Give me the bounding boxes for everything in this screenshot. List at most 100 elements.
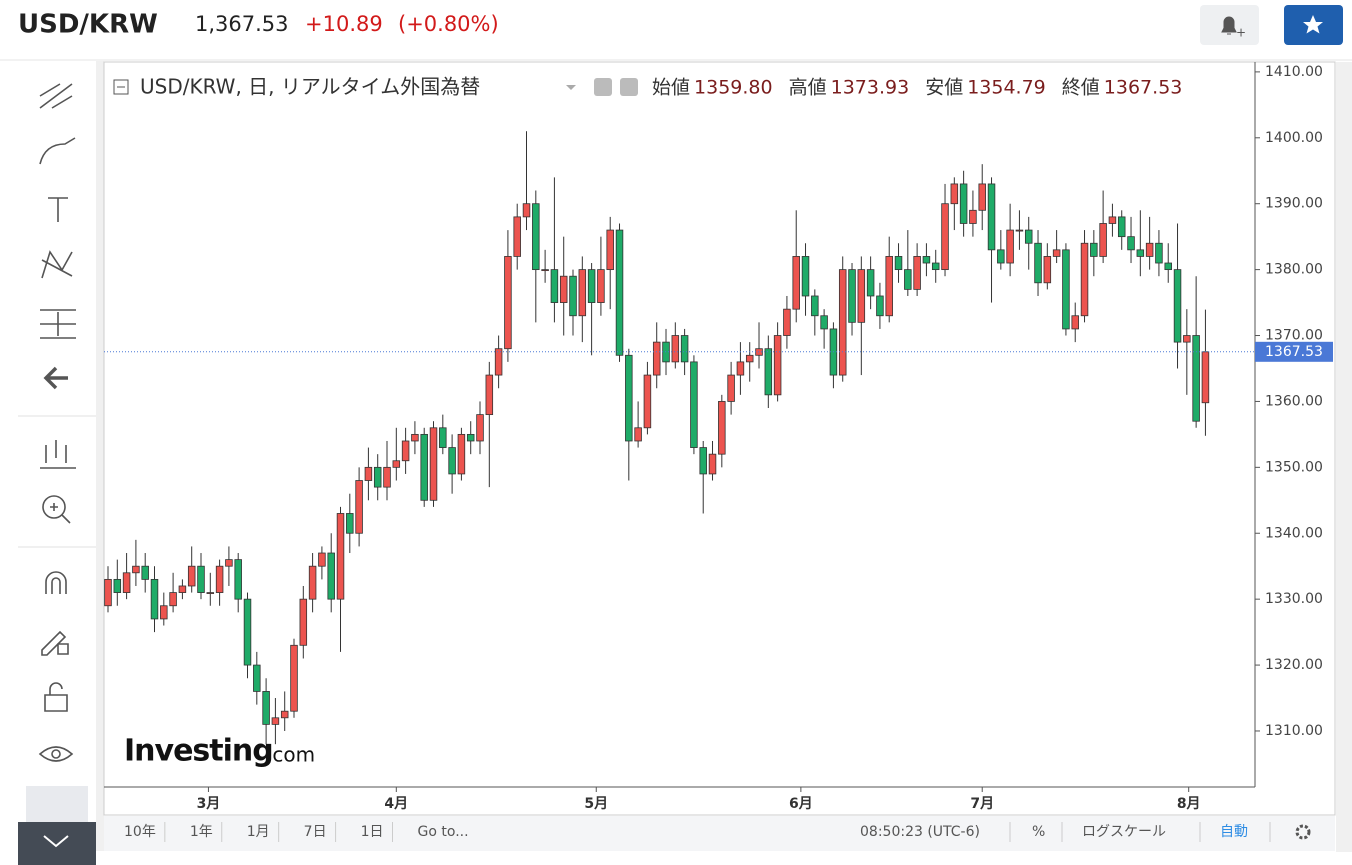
price: 1,367.53: [195, 12, 289, 36]
y-tick-label: 1370.00: [1265, 328, 1323, 344]
candle-body: [1006, 229, 1014, 264]
candle-body: [494, 348, 503, 376]
candle-body: [234, 559, 242, 600]
symbol: USD/KRW: [18, 10, 158, 40]
candle-body: [513, 216, 521, 257]
candle-body: [1164, 262, 1172, 271]
candle-body: [736, 361, 745, 376]
range-button[interactable]: 1月: [247, 824, 270, 840]
bell-icon: [1221, 16, 1237, 35]
x-tick-label: 7月: [970, 796, 994, 812]
text-tool[interactable]: [48, 197, 68, 222]
settings-button[interactable]: [620, 78, 638, 96]
percent-button[interactable]: %: [1032, 824, 1045, 840]
goto-button[interactable]: Go to...: [418, 824, 469, 840]
candle-body: [671, 335, 680, 363]
candle-body: [820, 315, 828, 330]
y-tick-label: 1310.00: [1265, 723, 1323, 739]
candle-body: [466, 433, 475, 442]
candle-body: [485, 374, 494, 416]
pattern-tool[interactable]: [41, 250, 73, 279]
candle-body: [1071, 315, 1079, 330]
candle-body: [1136, 249, 1145, 257]
candle-body: [280, 710, 289, 719]
candle-body: [373, 466, 382, 488]
candle-body: [1034, 242, 1042, 284]
candle-body: [1043, 256, 1052, 284]
back-tool[interactable]: [43, 366, 68, 390]
right-gap: [1336, 62, 1352, 852]
candle-body: [950, 183, 959, 205]
trend-tool[interactable]: [39, 83, 73, 109]
candle-body: [745, 354, 754, 363]
candle-body: [1155, 242, 1163, 264]
measure-tool[interactable]: [40, 309, 76, 339]
brush-tool[interactable]: [39, 137, 76, 165]
candle-body: [718, 401, 726, 455]
candle-body: [439, 427, 447, 448]
candle-body: [634, 427, 642, 442]
candle-body: [243, 598, 252, 666]
zoom-plus: [50, 503, 71, 524]
pencil-lock-tool[interactable]: [41, 630, 69, 656]
y-tick-label: 1320.00: [1265, 657, 1323, 673]
settings-gear[interactable]: [1295, 824, 1311, 840]
collapse-button[interactable]: [18, 822, 96, 865]
visibility-button[interactable]: [594, 78, 612, 96]
candle-body: [559, 275, 568, 303]
candle-body: [699, 447, 707, 475]
auto-button[interactable]: 自動: [1220, 824, 1248, 840]
candle-body: [448, 447, 456, 475]
candle-body: [885, 256, 893, 317]
candle-body: [336, 513, 345, 600]
candle-body: [197, 565, 205, 593]
legend-label: 始値: [652, 77, 690, 99]
candle-body: [364, 466, 373, 481]
logo-suffix: .com: [266, 743, 315, 767]
candle-body: [290, 644, 298, 712]
candle-body: [987, 183, 996, 251]
title-dropdown[interactable]: [566, 85, 576, 90]
candle-body: [904, 269, 912, 290]
magnet-tool[interactable]: [45, 571, 67, 594]
candle-body: [597, 269, 605, 303]
header-bg: [0, 0, 1352, 60]
candle-body: [476, 414, 484, 442]
zoom-tool[interactable]: [42, 495, 66, 519]
candle-body: [1192, 335, 1200, 422]
candle-body: [215, 565, 224, 593]
lock-tool[interactable]: [44, 682, 68, 712]
candle-body: [894, 256, 903, 271]
candle-body: [652, 341, 661, 376]
candle-body: [522, 203, 531, 218]
candle-body: [1145, 242, 1154, 257]
candle-body: [1052, 249, 1061, 257]
y-tick-label: 1400.00: [1265, 130, 1323, 146]
candle-body: [541, 269, 549, 272]
collapse-legend[interactable]: [113, 79, 129, 95]
log-button[interactable]: ログスケール: [1082, 824, 1166, 840]
eye-tool[interactable]: [38, 746, 74, 762]
range-button[interactable]: 10年: [124, 824, 156, 840]
plus-icon: +: [1236, 26, 1246, 40]
range-button[interactable]: 1日: [361, 824, 384, 840]
candle-body: [792, 256, 800, 310]
candle-body: [1127, 236, 1135, 251]
y-tick-label: 1350.00: [1265, 459, 1323, 475]
candle-body: [615, 229, 624, 356]
candle-body: [1062, 249, 1070, 330]
indicator-tool[interactable]: [40, 440, 76, 469]
candle-body: [959, 183, 968, 224]
candle-body: [299, 598, 308, 646]
link-button[interactable]: [26, 786, 88, 822]
range-button[interactable]: 7日: [304, 824, 327, 840]
ohlc-legend: 始値 1359.80 高値 1373.93 安値 1354.79 終値 1367.53: [652, 77, 1182, 99]
candle-body: [401, 440, 410, 462]
candle-body: [625, 354, 633, 442]
candle-body: [253, 664, 261, 692]
range-button[interactable]: 1年: [190, 824, 213, 840]
y-tick-label: 1330.00: [1265, 591, 1323, 607]
y-tick-label: 1360.00: [1265, 393, 1323, 409]
y-tick-label: 1410.00: [1265, 64, 1323, 80]
